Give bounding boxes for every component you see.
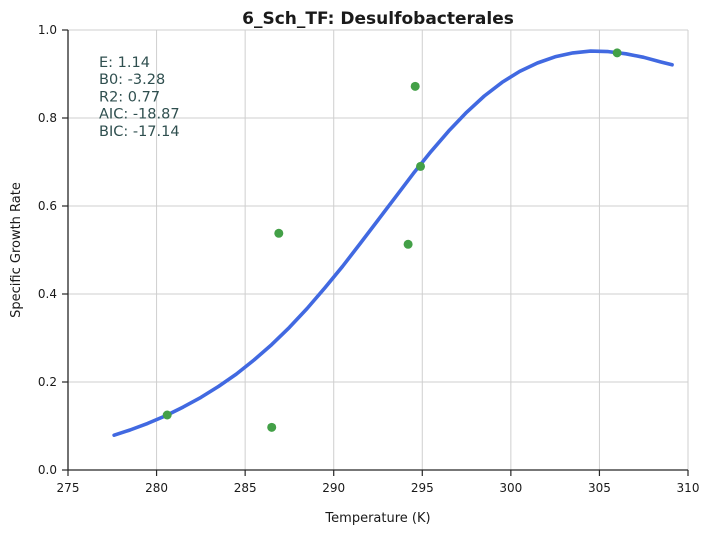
fit-curve: [112, 49, 674, 437]
x-tick-label: 290: [322, 481, 345, 495]
gridlines: [68, 29, 689, 470]
fit-curve-layer: [112, 49, 674, 437]
data-point: [274, 228, 284, 238]
data-points: [162, 48, 622, 432]
x-tick-label: 275: [57, 481, 80, 495]
chart-title: 6_Sch_TF: Desulfobacterales: [242, 9, 514, 29]
y-tick-label: 0.0: [38, 463, 57, 477]
fit-stat-line: E: 1.14: [99, 55, 150, 71]
fit-stat-line: B0: -3.28: [99, 72, 165, 88]
data-point: [612, 48, 622, 58]
data-point: [267, 422, 277, 432]
data-point: [416, 161, 426, 171]
y-tick-label: 0.4: [38, 287, 57, 301]
fit-stat-line: AIC: -18.87: [99, 107, 180, 123]
y-tick-label: 0.2: [38, 375, 57, 389]
x-tick-label: 285: [234, 481, 257, 495]
data-point: [410, 81, 420, 91]
fit-stat-line: BIC: -17.14: [99, 124, 180, 140]
y-axis-label: Specific Growth Rate: [9, 182, 24, 318]
x-tick-label: 300: [499, 481, 522, 495]
data-point: [162, 410, 172, 420]
y-tick-label: 1.0: [38, 23, 57, 37]
x-tick-label: 280: [145, 481, 168, 495]
x-tick-label: 310: [677, 481, 700, 495]
x-tick-label: 295: [411, 481, 434, 495]
data-point: [403, 239, 413, 249]
y-tick-label: 0.8: [38, 111, 57, 125]
axes: 275 280 285 290 295 300 305 310 0.0 0.2 0.4 0.6 0.8 1…: [38, 23, 700, 495]
y-tick-label: 0.6: [38, 199, 57, 213]
x-tick-label: 305: [588, 481, 611, 495]
fit-stat-line: R2: 0.77: [99, 89, 160, 105]
x-axis-label: Temperature (K): [324, 511, 430, 526]
